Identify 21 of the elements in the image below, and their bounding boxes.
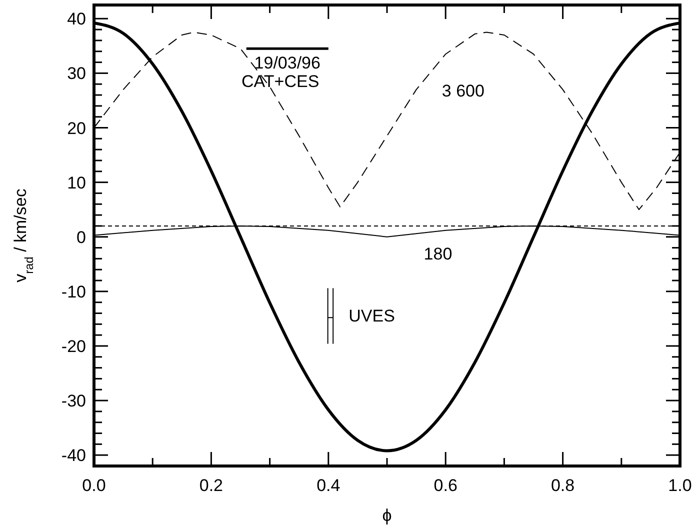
x-axis-title: ϕ — [382, 506, 392, 525]
x-tick-label: 0.6 — [434, 476, 458, 495]
y-tick-label: 20 — [67, 118, 86, 138]
annotation: 180 — [424, 244, 452, 264]
y-tick-label: -10 — [61, 282, 86, 302]
annotation: CAT+CES — [242, 72, 320, 92]
y-tick-label: -30 — [61, 392, 86, 411]
y-tick-label: 40 — [67, 10, 86, 29]
x-tick-label: 0.0 — [82, 476, 106, 495]
x-tick-label: 0.4 — [316, 476, 340, 495]
annotation: 19/03/96 — [254, 54, 320, 73]
x-tick-label: 0.2 — [199, 476, 224, 495]
x-tick-label: 0.8 — [550, 476, 575, 495]
annotation: 3 600 — [442, 82, 484, 101]
y-tick-label: 10 — [67, 173, 86, 192]
annotation: UVES — [348, 306, 395, 326]
x-tick-label: 1.0 — [668, 476, 692, 495]
y-tick-label: 0 — [76, 228, 86, 247]
y-tick-label: 30 — [67, 64, 86, 84]
y-tick-label: -20 — [61, 336, 86, 356]
y-tick-label: -40 — [61, 446, 86, 466]
